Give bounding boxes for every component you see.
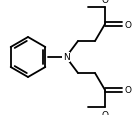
Text: O: O (102, 110, 109, 115)
Text: O: O (124, 86, 131, 95)
Text: O: O (102, 0, 109, 5)
Text: O: O (124, 20, 131, 29)
Text: N: N (63, 53, 69, 62)
